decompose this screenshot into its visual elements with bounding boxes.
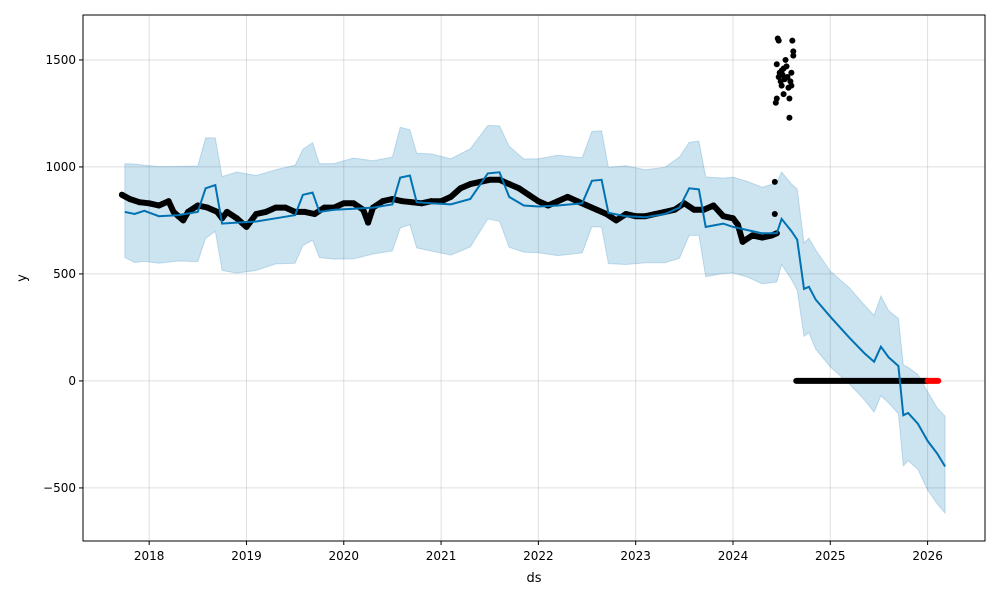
observed-point xyxy=(243,223,250,230)
observed-point xyxy=(136,199,143,206)
observed-point xyxy=(399,198,406,205)
observed-point xyxy=(788,82,795,89)
x-tick-label: 2023 xyxy=(620,549,651,563)
x-tick-label: 2018 xyxy=(134,549,165,563)
observed-point xyxy=(778,82,785,89)
observed-point xyxy=(788,69,795,76)
observed-point xyxy=(253,211,260,218)
observed-point xyxy=(729,215,736,222)
observed-point xyxy=(506,181,513,188)
observed-point xyxy=(262,208,269,215)
observed-point xyxy=(780,91,787,98)
observed-point xyxy=(233,215,240,222)
observed-point xyxy=(584,202,591,209)
observed-point xyxy=(165,198,172,205)
observed-point xyxy=(447,193,454,200)
observed-point xyxy=(515,185,522,192)
observed-point xyxy=(773,61,780,68)
observed-point xyxy=(554,198,561,205)
observed-point xyxy=(564,193,571,200)
observed-point xyxy=(759,234,766,241)
observed-point xyxy=(457,185,464,192)
x-tick-label: 2026 xyxy=(912,549,943,563)
x-tick-label: 2020 xyxy=(328,549,359,563)
observed-point xyxy=(180,217,187,224)
observed-point xyxy=(710,202,717,209)
y-tick-label: 1500 xyxy=(45,53,76,67)
x-tick-label: 2019 xyxy=(231,549,262,563)
observed-point xyxy=(790,52,797,59)
observed-point xyxy=(486,176,493,183)
observed-point xyxy=(126,196,133,203)
observed-point xyxy=(224,208,231,215)
observed-point xyxy=(301,208,308,215)
observed-point xyxy=(775,37,782,44)
observed-point xyxy=(782,56,789,63)
observed-point xyxy=(365,219,372,226)
observed-point xyxy=(282,204,289,211)
observed-point xyxy=(525,191,532,198)
plot-frame xyxy=(82,14,986,542)
observed-point xyxy=(321,204,328,211)
observed-point xyxy=(438,198,445,205)
observed-point xyxy=(773,95,780,102)
observed-point xyxy=(593,206,600,213)
observed-point xyxy=(155,202,162,209)
axis-ticks: 2018 2019 2020 2021 2022 2023 2024 2025 2026 −500… xyxy=(43,53,943,563)
observed-point xyxy=(408,199,415,206)
x-tick-label: 2024 xyxy=(718,549,749,563)
observed-point xyxy=(739,238,746,245)
observed-point xyxy=(118,191,125,198)
y-axis-label: y xyxy=(15,274,30,282)
observed-point xyxy=(535,198,542,205)
x-tick-label: 2025 xyxy=(815,549,846,563)
observed-point xyxy=(749,232,756,239)
observed-point xyxy=(340,200,347,207)
observed-point xyxy=(771,211,778,218)
observed-point xyxy=(786,114,793,121)
observed-point xyxy=(467,181,474,188)
observed-point xyxy=(350,200,357,207)
x-tick-label: 2021 xyxy=(426,549,457,563)
observed-point xyxy=(311,211,318,218)
y-tick-label: 500 xyxy=(53,267,76,281)
observed-point xyxy=(789,37,796,44)
observed-point xyxy=(790,48,797,55)
y-tick-label: 0 xyxy=(68,374,76,388)
observed-point xyxy=(771,178,778,185)
observed-point xyxy=(786,95,793,102)
observed-point xyxy=(170,208,177,215)
uncertainty-band xyxy=(124,124,946,515)
observed-point xyxy=(379,198,386,205)
observed-point xyxy=(734,221,741,228)
x-axis-label: ds xyxy=(526,571,541,586)
observed-point xyxy=(784,74,791,81)
observed-point xyxy=(204,204,211,211)
forecast-line xyxy=(124,171,946,468)
observed-point xyxy=(272,204,279,211)
observed-point xyxy=(783,63,790,70)
observed-point xyxy=(720,213,727,220)
x-tick-label: 2022 xyxy=(523,549,554,563)
y-tick-label: −500 xyxy=(43,481,76,495)
observed-point xyxy=(691,206,698,213)
observed-point xyxy=(146,200,153,207)
observed-point xyxy=(613,217,620,224)
y-tick-label: 1000 xyxy=(45,160,76,174)
